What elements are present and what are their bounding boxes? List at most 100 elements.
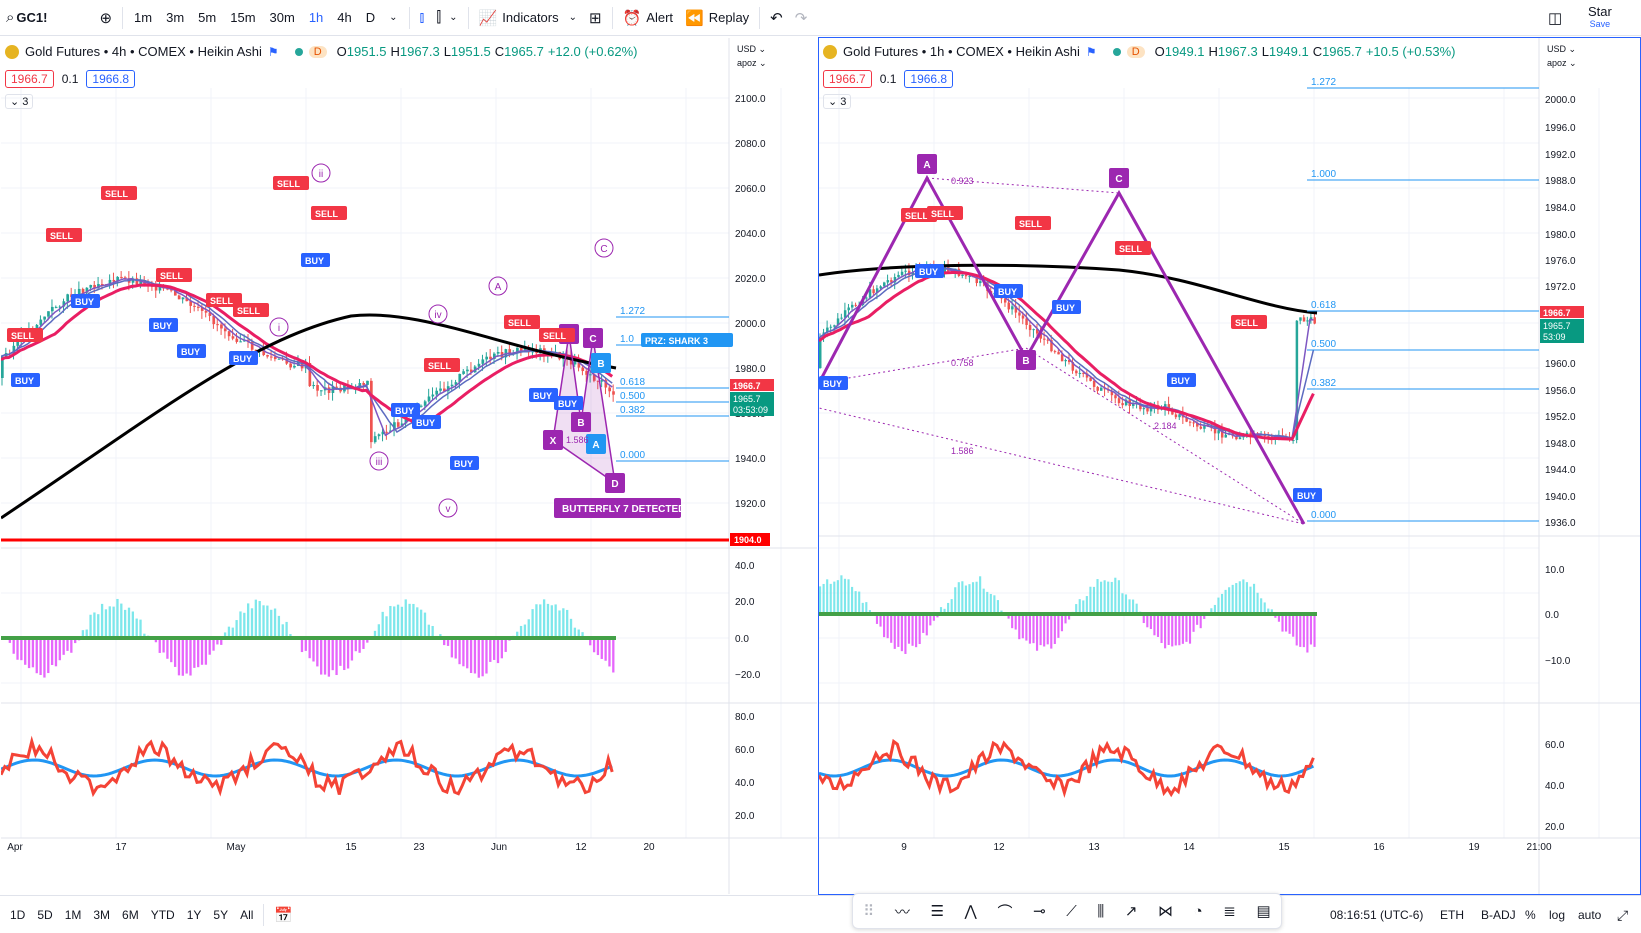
range-3m[interactable]: 3M — [93, 907, 111, 922]
tf-3m[interactable]: 3m — [166, 10, 185, 25]
oscillator-bar — [327, 638, 331, 677]
bars-pattern-icon[interactable]: ⫼ — [1097, 902, 1105, 920]
tf-30m[interactable]: 30m — [269, 10, 295, 25]
alert-button[interactable]: ⏰ Alert — [617, 0, 679, 35]
indicator-collapse-button[interactable]: ⌄ 3 — [5, 94, 34, 109]
candle-body — [435, 390, 439, 395]
candle-body — [1100, 387, 1103, 391]
pattern-point-c: C — [589, 334, 596, 345]
time-axis-label: 12 — [993, 842, 1005, 853]
range-5y[interactable]: 5Y — [213, 907, 229, 922]
time-axis-label: Apr — [7, 842, 23, 853]
left-chart-pane[interactable]: 2100.0 2080.0 2060.0 2040.0 2020.0 2000.0 1980… — [0, 37, 818, 895]
clock[interactable]: 08:16:51 (UTC-6) — [1330, 908, 1424, 922]
candle-body — [596, 380, 600, 382]
abcd-pattern-icon[interactable]: ⋀ — [964, 903, 977, 920]
right-chart-pane[interactable]: 2000.0 1996.0 1992.0 1988.0 1984.0 1980.0 1976… — [818, 37, 1641, 895]
range-1m[interactable]: 1M — [64, 907, 82, 922]
divider — [408, 6, 410, 29]
buy-button[interactable]: 1966.8 — [904, 70, 954, 88]
ray-icon[interactable]: ↗ — [1124, 903, 1138, 920]
range-5d[interactable]: 5D — [37, 907, 53, 922]
buy-button[interactable]: 1966.8 — [86, 70, 136, 88]
fullscreen-icon[interactable]: ⤢ — [1617, 906, 1629, 923]
templates-button[interactable]: ⊞ — [583, 0, 608, 35]
time-axis-label: May — [227, 842, 246, 853]
range-1y[interactable]: 1Y — [186, 907, 202, 922]
left-high: 1967.3 — [399, 44, 440, 59]
oscillator-bar — [886, 614, 889, 639]
candle-body — [135, 278, 139, 285]
trend-line-icon[interactable]: ⟋ — [1066, 902, 1077, 920]
gold-coin-icon — [823, 44, 837, 59]
candle-body — [1188, 421, 1192, 423]
log-toggle[interactable]: log — [1549, 908, 1566, 922]
fib-retracement-icon[interactable]: ☰ — [930, 903, 944, 920]
symbol-search[interactable]: ⌕ GC1! — [0, 0, 53, 35]
range-all[interactable]: All — [240, 907, 254, 922]
oscillator-bar — [277, 615, 281, 638]
tf-15m[interactable]: 15m — [230, 10, 256, 25]
star-save-button[interactable]: Star Save — [1582, 0, 1618, 35]
oscillator-bar — [975, 581, 978, 614]
layout-button[interactable]: ◫ — [1542, 0, 1568, 35]
horizontal-line-icon[interactable]: ⊸ — [1033, 903, 1046, 920]
oscillator-bar — [516, 631, 519, 638]
oscillator-bar — [1011, 614, 1014, 629]
gann-icon[interactable]: ◔ — [1193, 902, 1203, 920]
sell-button[interactable]: 1966.7 — [5, 70, 54, 88]
candle-body — [235, 338, 239, 342]
tf-4h[interactable]: 4h — [337, 10, 352, 25]
indicators-button[interactable]: 📈 Indicators ⌄ — [473, 0, 583, 35]
oscillator-bar — [16, 638, 19, 660]
long-position-icon[interactable]: ▤ — [1256, 903, 1271, 920]
sell-button[interactable]: 1966.7 — [823, 70, 872, 88]
price-tick-label: 2000.0 — [735, 319, 766, 330]
xabcd-pattern-icon[interactable]: ⋈ — [1158, 903, 1174, 920]
candle-body — [58, 306, 62, 308]
curve-icon[interactable]: ⌒ — [997, 903, 1013, 921]
oscillator-bar — [1110, 581, 1113, 614]
oscillator-bar — [523, 624, 527, 638]
drag-handle-icon[interactable]: ⠿ — [863, 903, 875, 920]
tf-1h[interactable]: 1h — [308, 10, 324, 25]
compare-button[interactable]: ⊕ — [93, 0, 118, 35]
percent-toggle[interactable]: % — [1525, 908, 1536, 922]
range-1d[interactable]: 1D — [10, 907, 26, 922]
undo-button[interactable]: ↶ — [764, 0, 789, 35]
right-chart-canvas[interactable]: 2000.0 1996.0 1992.0 1988.0 1984.0 1980.0 1976… — [819, 38, 1640, 894]
range-ytd[interactable]: YTD — [150, 907, 175, 922]
oscillator-bar — [1185, 614, 1188, 642]
replay-button[interactable]: ⏪ Replay — [679, 0, 755, 35]
gold-coin-icon — [5, 44, 19, 59]
session-toggle[interactable]: ETH — [1440, 908, 1464, 922]
chart-type-button[interactable]: ⫾ — [414, 0, 431, 35]
regression-icon[interactable]: ≣ — [1223, 903, 1236, 920]
range-6m[interactable]: 6M — [122, 907, 139, 922]
candle-body — [431, 394, 435, 397]
indicator-collapse-button[interactable]: ⌄ 3 — [823, 94, 852, 109]
left-chart-canvas[interactable]: 2100.02080.02060.02040.02020.02000.01980… — [1, 38, 817, 894]
oscillator-bar — [573, 627, 577, 638]
rsi-tick-label: 40.0 — [1545, 781, 1565, 792]
tf-d[interactable]: D — [365, 10, 376, 25]
adjust-toggle[interactable]: B-ADJ — [1481, 908, 1516, 922]
oscillator-bar — [74, 638, 77, 644]
oscillator-bar — [893, 614, 896, 649]
calendar-goto-icon[interactable]: 📅 — [274, 906, 294, 924]
candle-body — [358, 383, 362, 388]
tf-5m[interactable]: 5m — [198, 10, 217, 25]
oscillator-bar — [843, 578, 847, 614]
redo-button[interactable]: ↷ — [789, 0, 814, 35]
wave-label-a-ring — [488, 276, 508, 296]
bar-type-button[interactable]: ⫿ ⌄ — [430, 0, 463, 35]
chevron-down-icon[interactable]: ⌄ — [389, 12, 398, 23]
auto-toggle[interactable]: auto — [1578, 908, 1602, 922]
oscillator-bar — [600, 638, 603, 659]
elliott-wave-icon[interactable]: 〰 — [894, 903, 910, 921]
candle-body — [1192, 422, 1195, 424]
oscillator-bar — [404, 599, 407, 638]
tf-1m[interactable]: 1m — [134, 10, 153, 25]
candle-body — [393, 422, 396, 431]
buy-signal: BUY — [1297, 491, 1316, 501]
